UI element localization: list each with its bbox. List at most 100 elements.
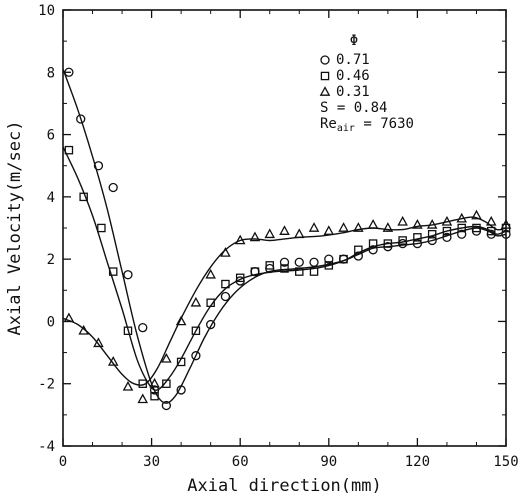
data-point-circle (161, 400, 172, 411)
y-tick-label: -2 (38, 377, 55, 393)
x-tick-label: 150 (493, 454, 518, 470)
legend-marker-square (320, 71, 330, 81)
data-point-circle (457, 229, 467, 239)
data-point-circle (138, 323, 148, 333)
data-point-square (206, 298, 215, 307)
data-point-circle (108, 182, 118, 193)
data-point-circle (309, 257, 319, 267)
y-tick-label: 0 (47, 314, 55, 330)
data-point-square (250, 267, 260, 276)
data-point-square (265, 261, 274, 270)
data-point-square (150, 391, 159, 401)
data-point-triangle (353, 222, 364, 232)
data-point-triangle (137, 393, 149, 404)
data-point-circle (191, 351, 201, 361)
data-point-circle (123, 270, 133, 280)
data-point-square (123, 326, 133, 336)
data-point-square (108, 267, 118, 276)
data-point-triangle (249, 231, 261, 242)
data-point-triangle (205, 268, 216, 279)
data-point-circle (279, 257, 290, 267)
data-point-triangle (338, 222, 349, 232)
data-point-triangle (367, 219, 379, 229)
data-point-triangle (161, 352, 172, 363)
reynolds-value: = 7630 (355, 116, 414, 132)
fit-curve-circle (62, 68, 507, 404)
data-point-square (191, 326, 201, 336)
data-point-square (472, 223, 481, 233)
data-point-triangle (308, 222, 320, 232)
data-point-square (97, 223, 106, 233)
y-tick-label: -4 (38, 439, 55, 455)
fit-curve-triangle (62, 216, 507, 386)
y-tick-label: 8 (47, 65, 55, 81)
data-point-triangle (220, 247, 231, 257)
data-point-circle (206, 319, 216, 330)
data-point-square (280, 264, 289, 273)
data-point-square (221, 279, 230, 289)
axes: 0 30 60 90 120 150 -4 -2 0 2 4 6 8 10 Axial direction(… (5, 3, 519, 496)
fit-curve-square (62, 146, 507, 391)
data-point-triangle (122, 380, 134, 391)
x-tick-label: 60 (232, 454, 249, 470)
y-tick-label: 2 (47, 252, 55, 268)
data-point-triangle (190, 296, 202, 307)
data-point-square (339, 254, 348, 264)
data-point-square (368, 239, 378, 248)
data-point-square (398, 236, 407, 245)
y-axis-label: Axial Velocity(m/sec) (5, 121, 25, 336)
data-point-square (442, 226, 452, 236)
data-point-triangle (485, 215, 497, 226)
reynolds-subscript: air (337, 123, 355, 134)
data-point-triangle (397, 215, 408, 226)
data-point-square (309, 267, 319, 276)
x-tick-label: 90 (320, 454, 337, 470)
data-point-square (413, 233, 422, 242)
data-point-circle (93, 161, 104, 171)
data-point-circle (368, 245, 378, 255)
legend-param: S = 0.84 (320, 100, 387, 116)
x-tick-label: 0 (59, 454, 67, 470)
data-point-triangle (175, 315, 187, 326)
data-point-circle (324, 254, 334, 264)
data-point-square (383, 239, 393, 248)
data-point-triangle (264, 228, 276, 239)
legend-title: Φ (350, 33, 358, 49)
data-point-triangle (426, 219, 438, 229)
legend-reynolds: Reair = 7630 (320, 116, 414, 134)
data-point-triangle (279, 225, 290, 235)
data-point-circle (76, 114, 86, 124)
data-point-square (176, 357, 186, 367)
x-tick-label: 120 (405, 454, 430, 470)
data-point-circle (442, 232, 452, 242)
data-point-square (79, 192, 88, 202)
legend-label-triangle: 0.31 (336, 84, 370, 100)
data-point-circle (353, 251, 363, 261)
data-point-triangle (382, 222, 394, 232)
series-square (62, 145, 511, 401)
data-point-triangle (456, 212, 467, 223)
y-tick-label: 6 (47, 128, 55, 144)
y-tick-label: 4 (47, 190, 55, 206)
legend-marker-triangle (319, 86, 331, 96)
legend-label-circle: 0.71 (336, 52, 370, 68)
data-point-triangle (471, 209, 482, 220)
data-point-square (486, 226, 496, 236)
data-point-triangle (323, 225, 335, 235)
data-point-circle (294, 257, 304, 267)
data-point-square (162, 379, 171, 388)
legend-marker-circle (320, 55, 330, 65)
data-point-triangle (234, 234, 246, 245)
data-point-triangle (107, 356, 119, 366)
legend-label-square: 0.46 (336, 68, 370, 84)
data-point-triangle (149, 377, 160, 388)
data-point-square (295, 267, 304, 276)
data-point-circle (176, 385, 186, 395)
data-point-square (324, 261, 334, 270)
data-point-circle (220, 291, 231, 302)
data-point-square (354, 245, 363, 255)
reynolds-base: Re (320, 116, 337, 132)
data-point-triangle (441, 215, 453, 226)
